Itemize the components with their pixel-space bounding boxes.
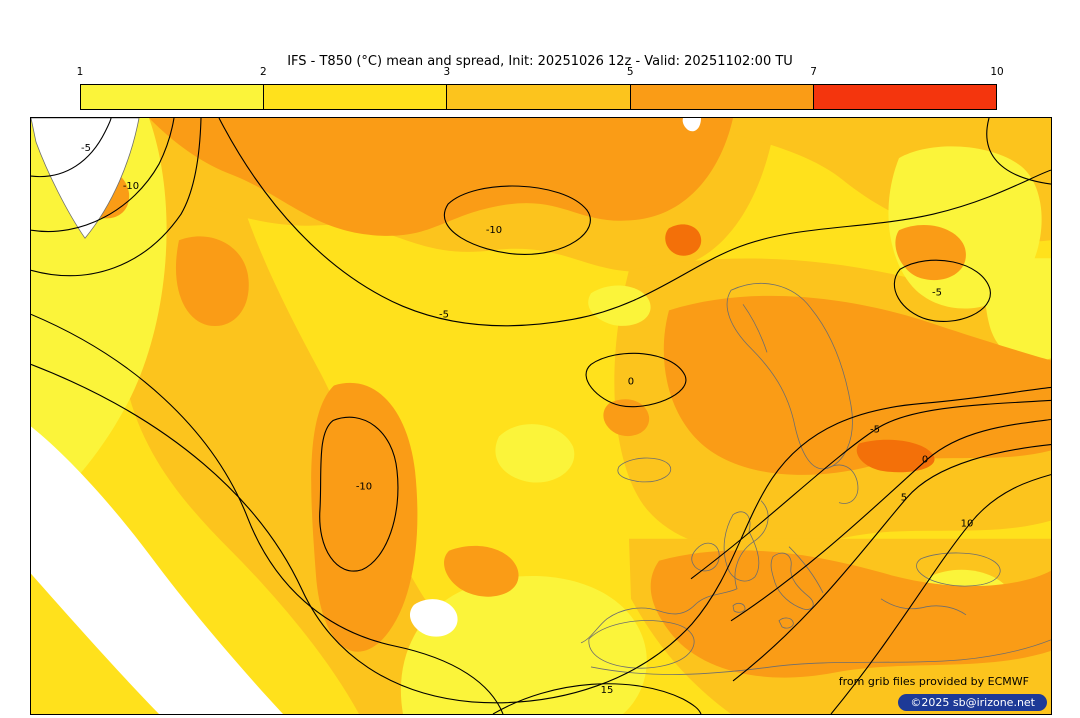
- contour-label: -5: [81, 143, 91, 154]
- contour-label: -10: [486, 225, 502, 236]
- weather-map: -5 -10 -10 -5 -10 0 -5 -5 0 5 10 15: [31, 118, 1051, 714]
- contour-label: 10: [961, 519, 974, 530]
- contour-label: 5: [901, 493, 907, 504]
- colorbar-tick-label: 3: [443, 66, 451, 78]
- contour-label: -5: [439, 309, 449, 320]
- copyright-badge: ©2025 sb@irizone.net: [898, 694, 1047, 711]
- contour-label: -10: [356, 482, 372, 493]
- colorbar-segment: [264, 85, 448, 109]
- contour-label: 0: [922, 455, 928, 466]
- map-panel: -5 -10 -10 -5 -10 0 -5 -5 0 5 10 15 from grib files…: [30, 117, 1052, 715]
- colorbar-tick-label: 1: [76, 66, 84, 78]
- contour-label: 15: [601, 685, 614, 696]
- contour-labels-layer: -5 -10 -10 -5 -10 0 -5 -5 0 5 10 15: [81, 143, 973, 696]
- chart-title: IFS - T850 (°C) mean and spread, Init: 2…: [287, 54, 793, 69]
- grib-credit-text: from grib files provided by ECMWF: [838, 675, 1029, 688]
- contour-label: -10: [123, 181, 139, 192]
- spread-below-min-regions: [31, 118, 701, 714]
- contour-label: 0: [628, 376, 634, 387]
- colorbar-tick-label: 2: [260, 66, 267, 78]
- contour-label: -5: [870, 425, 880, 436]
- spread-deep-orange-spots: [665, 224, 935, 473]
- coastlines: [580, 283, 1051, 675]
- colorbar-tick-label: 7: [810, 66, 817, 78]
- colorbar-tick-labels: 1 2 3 5 7 10: [76, 66, 1004, 80]
- colorbar: [80, 84, 997, 110]
- colorbar-segment: [813, 85, 997, 109]
- contour-lines: [31, 118, 1051, 714]
- colorbar-tick-label: 5: [626, 66, 634, 78]
- spread-orange-regions: [82, 118, 1051, 678]
- contour-label: -5: [932, 287, 942, 298]
- colorbar-tick-label: 10: [990, 66, 1004, 78]
- colorbar-segment: [81, 85, 265, 109]
- colorbar-segment: [630, 85, 814, 109]
- colorbar-segment: [447, 85, 631, 109]
